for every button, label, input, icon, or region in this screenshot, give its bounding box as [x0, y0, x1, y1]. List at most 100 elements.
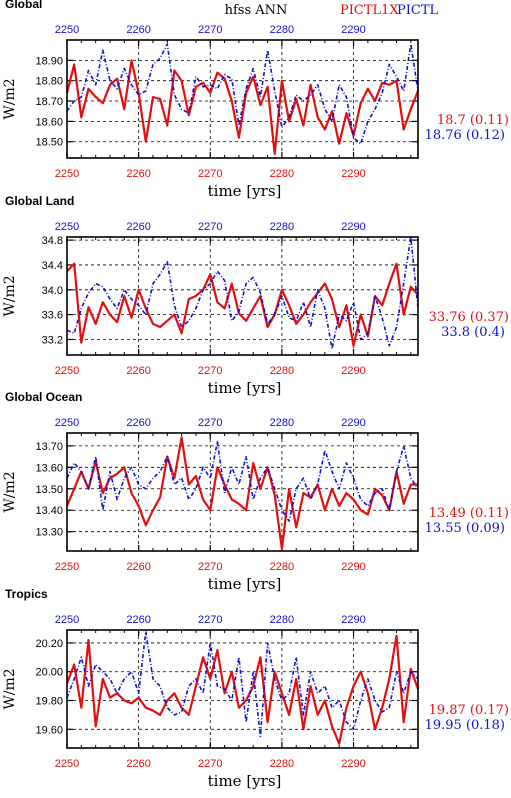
x-tick-label-top: 2280 [270, 24, 294, 36]
y-axis-label: W/m2 [2, 471, 18, 512]
x-tick-label-top: 2280 [270, 614, 294, 626]
series-stat-pictl: 19.95 (0.18) [425, 718, 505, 733]
panel-title: Global Ocean [5, 390, 82, 404]
y-tick-label: 18.90 [35, 55, 63, 67]
y-axis-label: W/m2 [2, 275, 18, 316]
x-tick-label-top: 2280 [270, 221, 294, 233]
y-tick-label: 33.2 [42, 334, 63, 346]
x-tick-label: 2280 [270, 365, 294, 377]
x-tick-label: 2270 [198, 561, 222, 573]
series-stat-pictl: 18.76 (0.12) [425, 128, 505, 143]
series-line-pictl [66, 440, 419, 522]
y-tick-label: 13.30 [35, 527, 63, 539]
y-tick-label: 13.40 [35, 505, 63, 517]
x-tick-label-top: 2290 [341, 221, 365, 233]
y-tick-label: 20.00 [35, 667, 63, 679]
y-tick-label: 20.20 [35, 638, 63, 650]
x-tick-label-top: 2260 [126, 417, 150, 429]
x-tick-label: 2260 [126, 365, 150, 377]
series-line-pictl [66, 236, 419, 350]
y-tick-label: 13.60 [35, 462, 63, 474]
y-tick-label: 34.4 [42, 260, 63, 272]
panel-global-ocean: Global Ocean 2250 2250 2260 2260 2270 2270 2280… [2, 390, 509, 593]
y-tick-label: 19.80 [35, 696, 63, 708]
x-tick-label: 2290 [341, 168, 365, 180]
x-tick-label-top: 2270 [198, 221, 222, 233]
series-line-pictl1x [65, 436, 418, 551]
panel-global: Global 2250 2250 2260 2260 2270 2270 2280 2280 22… [2, 0, 509, 200]
series-line-pictl [66, 630, 419, 738]
x-tick-label: 2270 [198, 758, 222, 770]
panel-tropics: Tropics 2250 2250 2260 2260 2270 2270 2280 2280 2… [2, 587, 509, 790]
series-stat-pictl: 33.8 (0.4) [441, 325, 505, 340]
y-tick-label: 13.70 [35, 441, 63, 453]
x-axis-label: time [yrs] [208, 379, 282, 397]
series-line-pictl [66, 43, 419, 145]
x-tick-label-top: 2280 [270, 417, 294, 429]
y-tick-label: 18.80 [35, 76, 63, 88]
y-axis-label: W/m2 [2, 78, 18, 119]
x-tick-label-top: 2250 [55, 417, 79, 429]
series-stat-pictl: 13.55 (0.09) [425, 521, 505, 536]
y-axis-label: W/m2 [2, 668, 18, 709]
x-tick-label: 2290 [341, 561, 365, 573]
legend-run2-label: PICTL [397, 3, 439, 18]
plot-frame [66, 432, 419, 552]
y-tick-label: 19.60 [35, 724, 63, 736]
y-tick-label: 18.60 [35, 116, 63, 128]
x-tick-label: 2270 [198, 365, 222, 377]
x-axis-label: time [yrs] [208, 772, 282, 790]
x-tick-label-top: 2270 [198, 24, 222, 36]
x-tick-label: 2270 [198, 168, 222, 180]
plot-frame [66, 236, 419, 356]
x-tick-label-top: 2250 [55, 24, 79, 36]
x-tick-label: 2280 [270, 561, 294, 573]
y-tick-label: 18.50 [35, 137, 63, 149]
x-tick-label: 2290 [341, 758, 365, 770]
plot-frame [66, 39, 419, 159]
plot-frame [66, 629, 419, 749]
x-tick-label: 2280 [270, 168, 294, 180]
x-tick-label: 2250 [55, 168, 79, 180]
panel-title: Global Land [5, 194, 74, 208]
x-tick-label-top: 2270 [198, 614, 222, 626]
y-tick-label: 34.0 [42, 285, 63, 297]
series-stat-pictl1x: 13.49 (0.11) [429, 506, 509, 521]
legend-run1-label: PICTL1X [340, 3, 399, 18]
panel-global-land: Global Land 2250 2250 2260 2260 2270 2270 2280 2… [2, 194, 509, 397]
series-line-pictl1x [65, 634, 420, 745]
y-tick-label: 33.6 [42, 310, 63, 322]
x-tick-label: 2290 [341, 365, 365, 377]
x-tick-label-top: 2290 [341, 417, 365, 429]
x-tick-label: 2250 [55, 561, 79, 573]
y-tick-label: 13.50 [35, 484, 63, 496]
x-tick-label: 2260 [126, 561, 150, 573]
x-tick-label-top: 2250 [55, 221, 79, 233]
panel-title: Tropics [5, 587, 48, 601]
x-tick-label: 2260 [126, 758, 150, 770]
y-tick-label: 34.8 [42, 235, 63, 247]
x-tick-label-top: 2270 [198, 417, 222, 429]
x-tick-label: 2250 [55, 365, 79, 377]
x-axis-label: time [yrs] [208, 182, 282, 200]
x-tick-label: 2280 [270, 758, 294, 770]
series-line-pictl1x [65, 59, 420, 155]
x-tick-label-top: 2260 [126, 614, 150, 626]
panel-title: Global [5, 0, 42, 11]
x-tick-label-top: 2290 [341, 24, 365, 36]
x-tick-label: 2250 [55, 758, 79, 770]
y-tick-label: 18.70 [35, 96, 63, 108]
x-tick-label-top: 2250 [55, 614, 79, 626]
x-tick-label: 2260 [126, 168, 150, 180]
series-stat-pictl1x: 33.76 (0.37) [429, 310, 509, 325]
series-stat-pictl1x: 19.87 (0.17) [429, 703, 509, 718]
x-tick-label-top: 2290 [341, 614, 365, 626]
x-tick-label-top: 2260 [126, 221, 150, 233]
series-line-pictl1x [66, 262, 419, 347]
x-tick-label-top: 2260 [126, 24, 150, 36]
series-stat-pictl1x: 18.7 (0.11) [437, 113, 509, 128]
figure-title: hfss ANN [225, 3, 288, 18]
x-axis-label: time [yrs] [208, 575, 282, 593]
